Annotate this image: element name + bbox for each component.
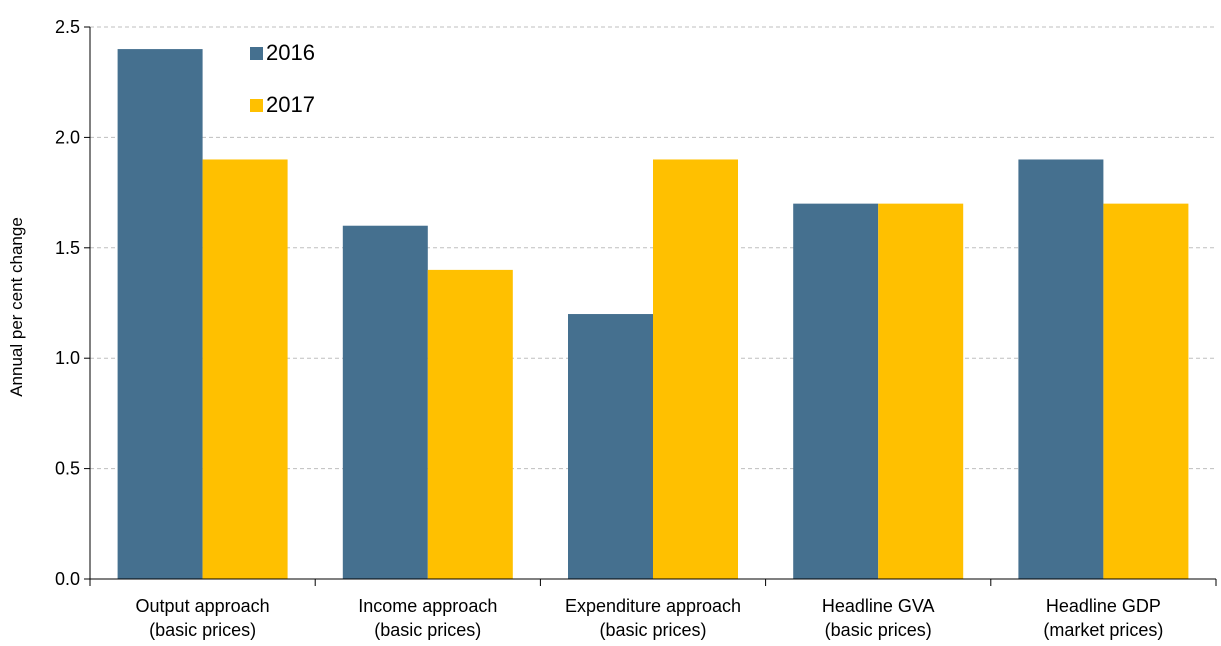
x-tick-label: Expenditure approach [565,596,741,616]
bar-2017 [1103,203,1189,579]
x-tick-label: (basic prices) [149,620,256,640]
x-tick-label: (basic prices) [599,620,706,640]
bars [117,49,1189,580]
y-tick-label: 1.5 [55,238,80,258]
legend-swatch-2016 [250,47,263,60]
axis-labels: 0.0 0.5 1.0 1.5 2.0 2.5 Output approach (basic … [55,17,1163,640]
x-tick-label: Output approach [136,596,270,616]
bar-2017 [878,203,964,579]
legend: 2016 2017 [250,40,315,117]
x-tick-label: (basic prices) [374,620,481,640]
x-tick-label: Income approach [358,596,497,616]
y-tick-label: 1.0 [55,348,80,368]
y-axis-title: Annual per cent change [7,217,26,397]
bar-2016 [793,203,879,579]
x-tick-label: (basic prices) [825,620,932,640]
y-tick-label: 0.0 [55,569,80,589]
y-tick-label: 2.5 [55,17,80,37]
y-tick-label: 2.0 [55,127,80,147]
y-tick-label: 0.5 [55,459,80,479]
bar-2017 [202,159,288,580]
x-tick-label: Headline GDP [1046,596,1161,616]
bar-2016 [342,225,428,579]
bar-2017 [427,269,513,579]
x-tick-label: Headline GVA [822,596,935,616]
bar-2017 [653,159,738,580]
legend-label-2016: 2016 [266,40,315,65]
bar-2016 [1018,159,1104,580]
bar-2016 [568,314,653,579]
bar-2016 [117,49,203,579]
legend-swatch-2017 [250,99,263,112]
x-tick-label: (market prices) [1043,620,1163,640]
legend-label-2017: 2017 [266,92,315,117]
axes [84,26,1217,586]
